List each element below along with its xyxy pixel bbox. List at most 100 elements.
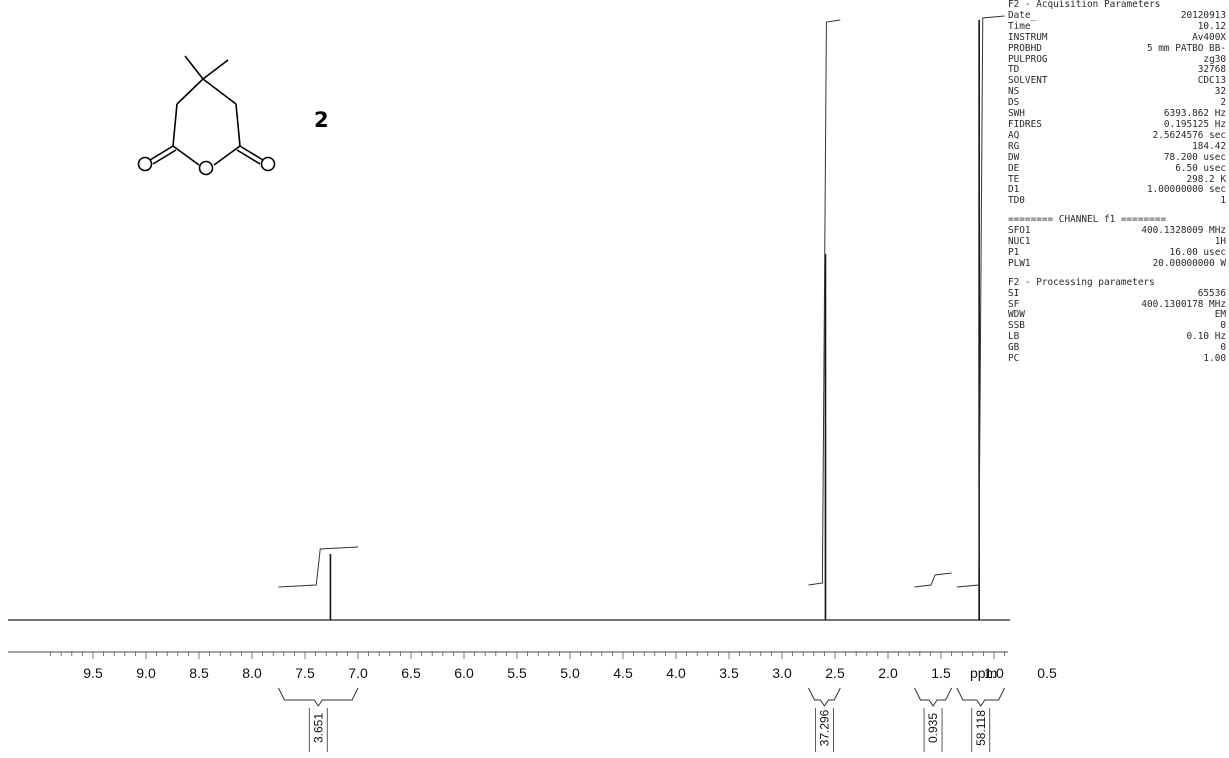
acq-param-key: DE — [1008, 162, 1020, 174]
channel-param-key: P1 — [1008, 246, 1020, 258]
acq-param-key: PROBHD — [1008, 42, 1042, 54]
acq-param-key: NS — [1008, 86, 1020, 98]
x-tick-label: 8.5 — [189, 665, 209, 681]
channel-param-value: 20.00000000 W — [1152, 257, 1226, 269]
proc-param-row: SF 400.1300178 MHz — [1008, 298, 1226, 311]
channel-param-value: 400.1328009 MHz — [1141, 225, 1226, 237]
proc-param-key: WDW — [1008, 309, 1025, 321]
x-tick-label: 5.5 — [507, 665, 527, 681]
x-tick-label: 8.0 — [242, 665, 262, 681]
acq-param-row: TD 32768 — [1008, 65, 1226, 76]
acq-param-row: SWH 6393.862 Hz — [1008, 108, 1226, 120]
proc-param-key: SF — [1008, 298, 1020, 310]
integral-bracket — [808, 687, 841, 707]
acq-param-value: 1.00000000 sec — [1146, 184, 1226, 196]
acq-param-key: DW — [1008, 151, 1020, 163]
acq-param-row: DE 6.50 usec — [1008, 162, 1226, 175]
acq-param-row: DW 78.200 usec — [1008, 151, 1226, 164]
acq-param-row: DS 2 — [1008, 97, 1226, 109]
proc-param-row: SSB 0 — [1008, 320, 1226, 332]
proc-param-key: SI — [1008, 287, 1020, 299]
acq-param-key: D1 — [1008, 184, 1020, 196]
channel-param-key: NUC1 — [1008, 236, 1031, 248]
proc-param-key: PC — [1008, 353, 1020, 365]
proc-param-value: 1.00 — [1203, 353, 1226, 365]
channel-param-row: SFO1 400.1328009 MHz — [1008, 225, 1226, 237]
acq-param-value: 20120913 — [1180, 9, 1226, 21]
x-tick-label: 6.0 — [454, 665, 474, 681]
acq-param-value: 78.200 usec — [1163, 151, 1226, 163]
x-tick-label: 7.0 — [348, 665, 368, 681]
acq-params-title: F2 - Acquisition Parameters — [1008, 0, 1161, 10]
channel-param-key: PLW1 — [1008, 257, 1031, 269]
acq-param-key: AQ — [1008, 129, 1020, 141]
integral-value: 37.296 — [817, 709, 831, 746]
acq-param-row: NS 32 — [1008, 86, 1226, 98]
acq-param-row: INSTRUM Av400X — [1008, 31, 1226, 44]
integral-value: 0.935 — [926, 713, 940, 743]
acq-param-value: 6393.862 Hz — [1163, 108, 1226, 120]
integral-curve — [914, 572, 952, 588]
x-tick-label: 2.5 — [825, 665, 845, 681]
channel-param-value: 16.00 usec — [1169, 246, 1226, 258]
x-tick-label: 9.0 — [136, 665, 156, 681]
acq-param-value: 0.195125 Hz — [1163, 118, 1226, 130]
acq-param-value: 5 mm PATBO BB- — [1146, 42, 1226, 54]
acquisition-parameters-panel: F2 - Acquisition Parameters Date_ 2012091… — [1008, 0, 1226, 365]
proc-param-value: 0 — [1220, 342, 1226, 354]
proc-param-row: LB 0.10 Hz — [1008, 331, 1226, 343]
x-tick-label: 7.5 — [295, 665, 315, 681]
x-tick-label: 9.5 — [83, 665, 103, 681]
channel-param-value: 1H — [1214, 236, 1226, 248]
integral-curve — [956, 15, 1005, 588]
acq-param-row: SOLVENT CDC13 — [1008, 75, 1226, 87]
integral-curve — [808, 19, 841, 586]
proc-param-row: WDW EM — [1008, 310, 1226, 321]
acq-param-row: PULPROG zg30 — [1008, 53, 1226, 66]
channel-param-row: P1 16.00 usec — [1008, 246, 1226, 259]
acq-param-row: TD0 1 — [1008, 195, 1226, 207]
x-tick-label: 6.5 — [401, 665, 421, 681]
acq-param-row: FIDRES 0.195125 Hz — [1008, 118, 1226, 131]
acq-param-key: INSTRUM — [1008, 31, 1048, 43]
acq-param-value: 184.42 — [1192, 140, 1226, 152]
acq-param-row: TE 298.2 K — [1008, 174, 1226, 186]
acq-param-value: 1 — [1220, 195, 1226, 207]
acq-param-key: DS — [1008, 97, 1020, 109]
acq-param-value: zg30 — [1203, 53, 1226, 65]
acq-param-key: FIDRES — [1008, 118, 1042, 130]
integral-curve — [278, 546, 359, 588]
channel-param-key: SFO1 — [1008, 225, 1031, 237]
proc-params-title: F2 - Processing parameters — [1008, 276, 1155, 288]
proc-param-value: 400.1300178 MHz — [1141, 298, 1226, 310]
acq-param-key: RG — [1008, 140, 1020, 152]
proc-param-key: LB — [1008, 331, 1020, 343]
acq-param-row: D1 1.00000000 sec — [1008, 185, 1226, 196]
integral-value: 58.118 — [974, 710, 988, 746]
proc-param-value: 0.10 Hz — [1186, 331, 1226, 343]
molecule-structure — [137, 55, 276, 176]
acq-param-value: 32768 — [1197, 64, 1226, 76]
proc-param-key: GB — [1008, 342, 1020, 354]
acq-param-value: CDC13 — [1197, 75, 1226, 87]
proc-param-value: 0 — [1220, 320, 1226, 332]
acq-param-key: SOLVENT — [1008, 75, 1048, 87]
proc-param-row: PC 1.00 — [1008, 353, 1226, 365]
acq-param-row: Time 10.12 — [1008, 21, 1226, 33]
acq-param-key: TD — [1008, 64, 1020, 76]
integral-bracket — [914, 687, 953, 707]
acq-param-value: Av400X — [1192, 31, 1226, 43]
x-tick-label: 2.0 — [878, 665, 898, 681]
x-tick-label: 5.0 — [560, 665, 580, 681]
x-tick-label: 0.5 — [1037, 665, 1057, 681]
integral-value: 3.651 — [311, 713, 325, 743]
acq-param-key: SWH — [1008, 108, 1025, 120]
acq-param-row: Date_ 20120913 — [1008, 9, 1226, 22]
x-tick-label: 1.5 — [931, 665, 951, 681]
x-tick-label: 3.0 — [772, 665, 792, 681]
channel-param-row: PLW1 20.00000000 W — [1008, 257, 1226, 270]
acq-param-value: 32 — [1214, 86, 1226, 98]
x-tick-label: 4.5 — [613, 665, 633, 681]
acq-param-key: Date_ — [1008, 9, 1037, 21]
